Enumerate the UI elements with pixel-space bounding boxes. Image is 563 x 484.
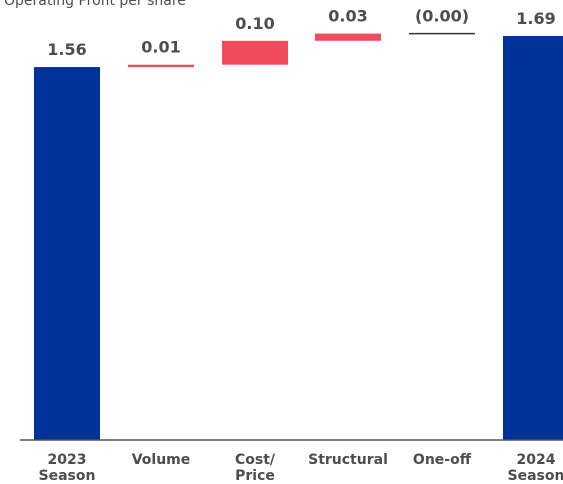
bar-2023-season bbox=[34, 67, 100, 441]
top-text-fragment-layer: Operating Profit per share bbox=[4, 0, 186, 9]
bar-structural bbox=[315, 33, 381, 41]
value-label-structural: 0.03 bbox=[328, 7, 367, 26]
category-label-cost-price: Cost/Price bbox=[235, 452, 276, 484]
category-labels-layer: 2023 Season Volume Cost/Price Structural One-… bbox=[39, 452, 563, 484]
category-label-2023-season: 2023 Season bbox=[39, 452, 96, 484]
bars-layer bbox=[34, 32, 563, 441]
value-label-one-off: (0.00) bbox=[415, 7, 469, 26]
bar-2024-season bbox=[503, 36, 563, 440]
bar-volume bbox=[128, 64, 194, 68]
value-label-cost-price: 0.10 bbox=[235, 14, 274, 33]
category-label-one-off: One-off bbox=[413, 452, 472, 468]
value-label-2024-season: 1.69 bbox=[516, 9, 555, 28]
category-label-2024-season: 2024 Season bbox=[508, 452, 563, 484]
bar-cost-price bbox=[222, 40, 288, 65]
value-label-volume: 0.01 bbox=[141, 38, 180, 57]
value-label-2023-season: 1.56 bbox=[47, 40, 86, 59]
category-label-structural: Structural bbox=[308, 452, 388, 468]
top-text-fragment: Operating Profit per share bbox=[4, 0, 186, 9]
category-label-volume: Volume bbox=[132, 452, 191, 468]
value-labels-layer: 1.56 0.01 0.10 0.03 (0.00) 1.69 bbox=[47, 7, 555, 59]
